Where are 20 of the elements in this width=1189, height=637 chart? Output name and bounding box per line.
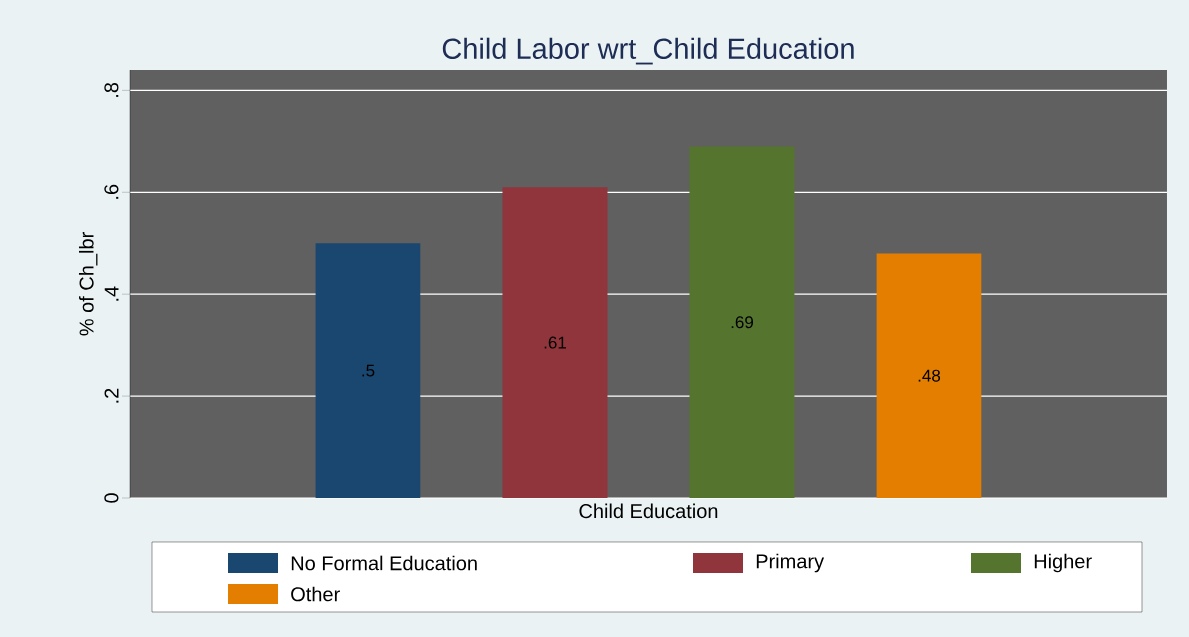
y-axis-title: % of Ch_lbr (78, 232, 98, 336)
data-label: .61 (544, 336, 566, 349)
x-axis-title: Child Education (579, 503, 718, 519)
bar (502, 187, 608, 498)
data-label: .48 (918, 369, 941, 382)
bar (876, 253, 982, 498)
chart-title: Child Labor wrt_Child Education (442, 37, 854, 65)
y-tick-label: .2 (104, 388, 119, 403)
bar (315, 243, 421, 498)
legend-label: Higher (1034, 553, 1092, 573)
data-label: .69 (731, 316, 754, 329)
y-tick-label: .4 (104, 286, 119, 301)
data-label: .5 (362, 364, 375, 377)
legend-label: Other (291, 586, 340, 602)
bar (689, 146, 795, 498)
legend-label: Primary (756, 553, 825, 573)
y-tick-label: .6 (104, 184, 119, 199)
y-tick-label: 0 (104, 493, 119, 503)
y-tick-label: .8 (104, 82, 119, 97)
legend-label: No Formal Education (291, 555, 477, 571)
